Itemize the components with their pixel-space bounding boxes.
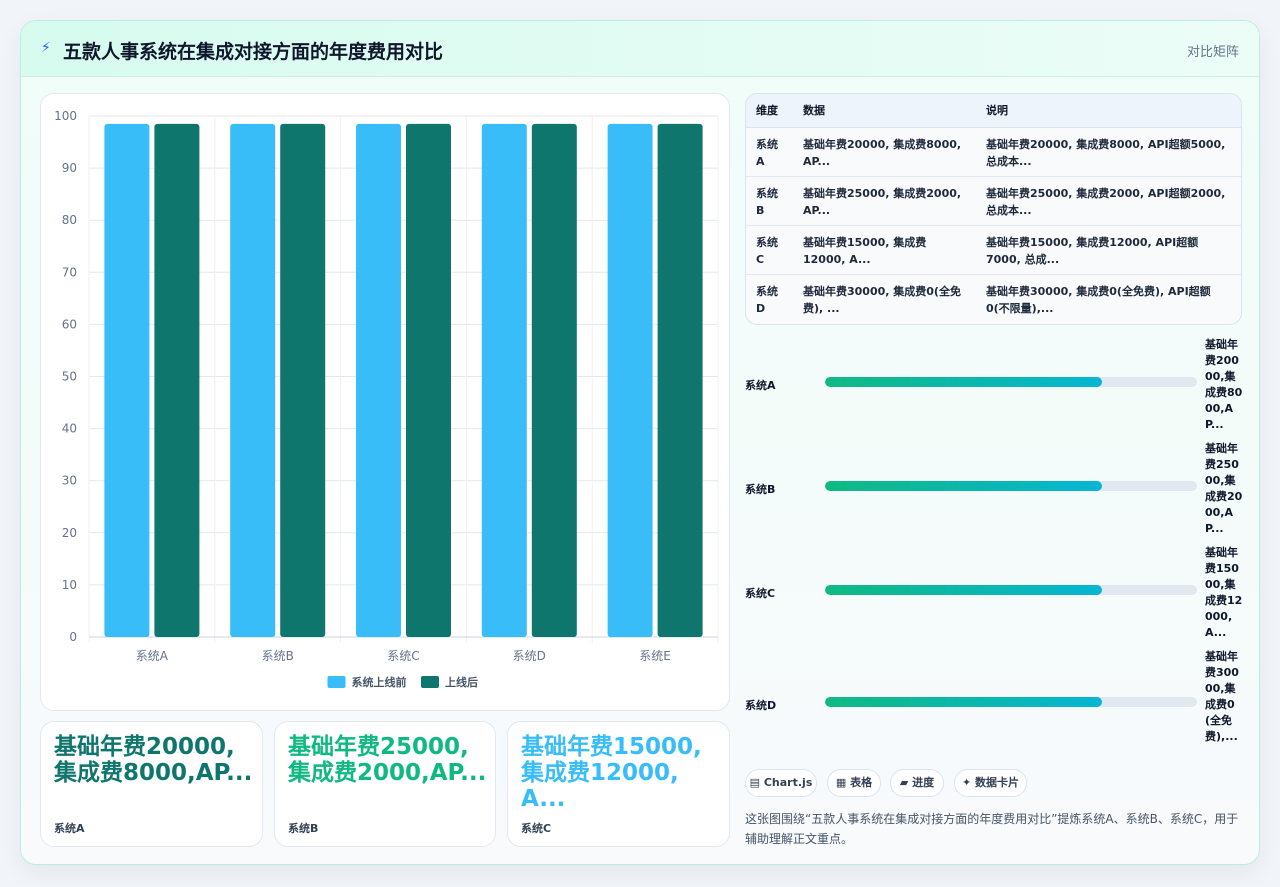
header: ⚡ 五款人事系统在集成对接方面的年度费用对比 对比矩阵 <box>21 21 1259 77</box>
y-tick-label: 10 <box>62 578 77 592</box>
table-cell-description: 基础年费30000, 集成费0(全免费), API超额0(不限量),... <box>986 284 1211 315</box>
chip-table[interactable]: ▦ 表格 <box>827 769 881 797</box>
y-tick-label: 30 <box>62 474 77 488</box>
table-cell-data: 基础年费25000, 集成费2000, AP... <box>793 176 976 226</box>
table-row: 系统A 基础年费20000, 集成费8000, AP... 基础年费20000,… <box>746 127 1241 177</box>
table-cell-data: 基础年费30000, 集成费0(全免费), ... <box>803 284 961 315</box>
bar-chart: 0 10 20 30 40 50 60 70 80 90 100 系统A 系统B 系统C 系统D 系统E 系统上… <box>40 93 730 711</box>
progress-fill <box>825 481 1103 491</box>
table-icon: ▦ <box>835 776 847 789</box>
progress-track <box>825 585 1197 595</box>
bar-after <box>406 123 451 637</box>
chip-label: 进度 <box>912 776 935 789</box>
progress-track <box>825 697 1197 707</box>
chip-label: 表格 <box>850 776 873 789</box>
progress-track <box>825 377 1197 387</box>
progress-fill <box>825 697 1103 707</box>
legend-swatch <box>421 676 439 688</box>
progress-label: 系统A <box>745 379 776 392</box>
table-header-data: 数据 <box>793 94 976 128</box>
x-tick-label: 系统E <box>639 649 671 663</box>
stat-value: 基础年费25000,集成费2000,AP... <box>288 734 487 786</box>
table-cell-dimension: 系统C <box>746 225 793 275</box>
progress-value: 基础年费25000,集成费2000,AP... <box>1205 442 1243 535</box>
bar-after <box>154 123 200 637</box>
bar-after <box>531 123 577 637</box>
view-mode-tag[interactable]: 对比矩阵 <box>1186 45 1239 60</box>
bar-before <box>607 123 653 637</box>
main-card: ⚡ 五款人事系统在集成对接方面的年度费用对比 对比矩阵 0 10 20 30 40 50 6… <box>20 20 1260 865</box>
legend-swatch <box>327 676 346 688</box>
stat-label: 系统C <box>521 822 552 835</box>
table-header-row: 维度 数据 说明 <box>746 94 1241 128</box>
progress-label: 系统B <box>745 483 776 496</box>
progress-label: 系统D <box>745 699 777 712</box>
table-row: 系统D 基础年费30000, 集成费0(全免费), ... 基础年费30000,… <box>746 274 1241 323</box>
y-tick-label: 80 <box>62 213 77 227</box>
table-cell-dimension: 系统D <box>756 284 778 315</box>
chart-icon: ▤ <box>749 776 761 789</box>
lightning-icon: ⚡ <box>41 40 51 56</box>
stat-card-1: 基础年费20000,集成费8000,AP... 系统A <box>40 721 263 847</box>
y-tick-label: 20 <box>62 526 77 540</box>
x-tick-label: 系统B <box>262 649 294 663</box>
stat-value: 基础年费15000,集成费12000,A... <box>521 734 702 812</box>
x-tick-label: 系统C <box>387 649 419 663</box>
footnote: 这张图围绕“五款人事系统在集成对接方面的年度费用对比”提炼系统A、系统B、系统C… <box>745 812 1239 846</box>
table-cell-description: 基础年费15000, 集成费12000, API超额7000, 总成... <box>976 225 1241 275</box>
y-tick-label: 100 <box>54 109 77 123</box>
progress-track <box>825 481 1197 491</box>
bar-after <box>657 123 703 637</box>
y-tick-label: 50 <box>62 370 77 384</box>
stat-value: 基础年费20000,集成费8000,AP... <box>54 734 253 786</box>
stat-card-3: 基础年费15000,集成费12000,A... 系统C <box>507 721 730 847</box>
bar-after <box>280 123 326 637</box>
table-row: 系统B 基础年费25000, 集成费2000, AP... 基础年费25000,… <box>746 176 1241 226</box>
table-cell-dimension: 系统A <box>746 127 793 177</box>
table-header-description: 说明 <box>976 94 1241 128</box>
y-tick-label: 0 <box>69 630 77 644</box>
table-header-dimension: 维度 <box>746 94 793 128</box>
chip-progress[interactable]: ▰ 进度 <box>890 769 944 797</box>
x-tick-label: 系统D <box>513 649 546 663</box>
bar-before <box>481 123 527 637</box>
chip-data-card[interactable]: ✦ 数据卡片 <box>954 769 1027 797</box>
legend-label: 系统上线前 <box>352 675 407 689</box>
progress-icon: ▰ <box>899 776 909 789</box>
y-tick-label: 70 <box>62 265 77 279</box>
y-tick-label: 60 <box>62 317 77 331</box>
bar-before <box>104 123 150 637</box>
bar-before <box>356 123 401 637</box>
chip-chartjs[interactable]: ▤ Chart.js <box>745 769 817 797</box>
table-cell-data: 基础年费15000, 集成费12000, A... <box>793 225 976 275</box>
x-tick-label: 系统A <box>136 649 169 663</box>
table-row: 系统C 基础年费15000, 集成费12000, A... 基础年费15000,… <box>746 225 1241 275</box>
table-cell-description: 基础年费20000, 集成费8000, API超额5000, 总成本... <box>976 127 1241 177</box>
progress-fill <box>825 585 1103 595</box>
bar-before <box>230 123 276 637</box>
progress-fill <box>825 377 1103 387</box>
y-tick-label: 90 <box>62 161 77 175</box>
stat-card-2: 基础年费25000,集成费2000,AP... 系统B <box>274 721 496 847</box>
progress-value: 基础年费20000,集成费8000,AP... <box>1205 338 1243 431</box>
chip-label: 数据卡片 <box>975 776 1020 789</box>
table-cell-dimension: 系统B <box>746 176 793 226</box>
chip-label: Chart.js <box>763 776 813 789</box>
page-title: 五款人事系统在集成对接方面的年度费用对比 <box>63 41 444 63</box>
table-cell-description: 基础年费25000, 集成费2000, API超额2000, 总成本... <box>976 176 1241 226</box>
progress-value: 基础年费15000,集成费12000,A... <box>1205 546 1243 639</box>
comparison-table: 维度 数据 说明 系统A 基础年费20000, 集成费8000, AP... 基… <box>745 93 1242 325</box>
stat-label: 系统B <box>288 822 319 835</box>
card-icon: ✦ <box>961 776 972 789</box>
table-cell-data: 基础年费20000, 集成费8000, AP... <box>793 127 976 177</box>
stat-label: 系统A <box>54 822 85 835</box>
progress-value: 基础年费30000,集成费0(全免费),... <box>1205 650 1239 743</box>
y-tick-label: 40 <box>62 422 77 436</box>
bar-chart-svg: 0 10 20 30 40 50 60 70 80 90 100 系统A 系统B 系统C 系统D 系统E 系统上… <box>54 109 719 689</box>
legend-label: 上线后 <box>445 675 478 689</box>
progress-label: 系统C <box>745 587 776 600</box>
